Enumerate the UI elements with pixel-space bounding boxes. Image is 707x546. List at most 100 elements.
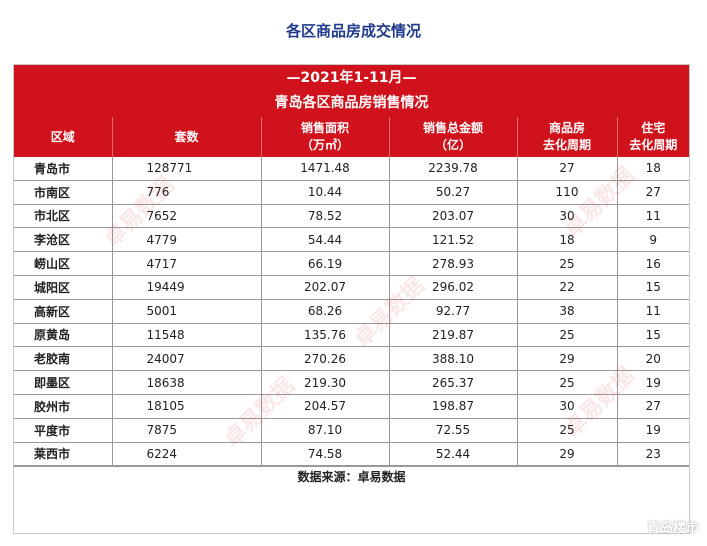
header-residential-cycle: 住宅 去化周期	[616, 117, 689, 157]
cell-sets: 7875	[111, 417, 262, 443]
cell-amount: 72.55	[388, 417, 518, 443]
sales-table-card: —2021年1-11月— 青岛各区商品房销售情况 区域 套数 销售面积 （万㎡） …	[13, 64, 690, 534]
cell-sets: 7652	[111, 203, 262, 229]
cell-sets: 776	[111, 179, 262, 205]
cell-residential-cycle: 11	[616, 298, 689, 324]
cell-commercial-cycle: 25	[516, 417, 618, 443]
header-amount: 销售总金额 （亿）	[388, 117, 517, 157]
cell-region: 高新区	[14, 298, 113, 324]
cell-area: 54.44	[260, 227, 390, 253]
cell-sets: 6224	[111, 441, 262, 467]
cell-area: 10.44	[260, 179, 390, 205]
cell-commercial-cycle: 25	[516, 370, 618, 395]
cell-residential-cycle: 19	[616, 417, 689, 443]
cell-commercial-cycle: 27	[516, 157, 618, 181]
cell-sets: 19449	[111, 274, 262, 300]
header-sets: 套数	[111, 117, 261, 157]
cell-sets: 24007	[111, 346, 262, 372]
cell-amount: 278.93	[388, 251, 518, 276]
cell-region: 市南区	[14, 179, 113, 205]
cell-amount: 2239.78	[388, 157, 518, 181]
cell-residential-cycle: 20	[616, 346, 689, 372]
header-area: 销售面积 （万㎡）	[260, 117, 389, 157]
cell-region: 崂山区	[14, 251, 113, 276]
cell-commercial-cycle: 18	[516, 227, 618, 253]
cell-amount: 219.87	[388, 322, 518, 348]
cell-region: 老胶南	[14, 346, 113, 372]
data-source: 数据来源：卓易数据	[14, 466, 689, 487]
cell-residential-cycle: 19	[616, 370, 689, 395]
cell-residential-cycle: 15	[616, 274, 689, 300]
header-region: 区域	[14, 117, 112, 157]
header-commercial-cycle: 商品房 去化周期	[516, 117, 617, 157]
cell-commercial-cycle: 30	[516, 393, 618, 419]
cell-sets: 4779	[111, 227, 262, 253]
cell-residential-cycle: 15	[616, 322, 689, 348]
header-row: 区域 套数 销售面积 （万㎡） 销售总金额 （亿） 商品房 去化周期 住宅 去化周期	[14, 117, 689, 157]
table-row: 市北区 7652 78.52 203.07 30 11	[14, 203, 689, 229]
cell-commercial-cycle: 22	[516, 274, 618, 300]
cell-amount: 52.44	[388, 441, 518, 467]
cell-commercial-cycle: 29	[516, 346, 618, 372]
cell-sets: 18105	[111, 393, 262, 419]
cell-area: 74.58	[260, 441, 390, 467]
table-row: 原黄岛 11548 135.76 219.87 25 15	[14, 322, 689, 348]
cell-sets: 5001	[111, 298, 262, 324]
table-row: 青岛市 128771 1471.48 2239.78 27 18	[14, 157, 689, 181]
cell-area: 87.10	[260, 417, 390, 443]
cell-area: 68.26	[260, 298, 390, 324]
table-row: 即墨区 18638 219.30 265.37 25 19	[14, 370, 689, 395]
table-row: 市南区 776 10.44 50.27 110 27	[14, 179, 689, 205]
table-row: 李沧区 4779 54.44 121.52 18 9	[14, 227, 689, 253]
cell-residential-cycle: 11	[616, 203, 689, 229]
table-row: 胶州市 18105 204.57 198.87 30 27	[14, 393, 689, 419]
cell-amount: 388.10	[388, 346, 518, 372]
cell-residential-cycle: 16	[616, 251, 689, 276]
corner-badge: 青岛楼市	[646, 521, 699, 536]
cell-area: 270.26	[260, 346, 390, 372]
cell-commercial-cycle: 29	[516, 441, 618, 467]
cell-region: 即墨区	[14, 370, 113, 395]
cell-region: 原黄岛	[14, 322, 113, 348]
cell-area: 1471.48	[260, 157, 390, 181]
page-title: 各区商品房成交情况	[285, 22, 421, 40]
table-row: 老胶南 24007 270.26 388.10 29 20	[14, 346, 689, 372]
cell-amount: 121.52	[388, 227, 518, 253]
table-row: 崂山区 4717 66.19 278.93 25 16	[14, 251, 689, 276]
cell-area: 204.57	[260, 393, 390, 419]
cell-amount: 198.87	[388, 393, 518, 419]
cell-amount: 296.02	[388, 274, 518, 300]
cell-commercial-cycle: 110	[516, 179, 618, 205]
cell-area: 219.30	[260, 370, 390, 395]
cell-region: 李沧区	[14, 227, 113, 253]
cell-residential-cycle: 27	[616, 393, 689, 419]
cell-area: 202.07	[260, 274, 390, 300]
table-row: 莱西市 6224 74.58 52.44 29 23	[14, 441, 689, 467]
cell-sets: 18638	[111, 370, 262, 395]
cell-area: 135.76	[260, 322, 390, 348]
cell-commercial-cycle: 25	[516, 322, 618, 348]
cell-sets: 128771	[111, 157, 262, 181]
table-title: 青岛各区商品房销售情况	[14, 91, 689, 117]
table-row: 城阳区 19449 202.07 296.02 22 15	[14, 274, 689, 300]
cell-area: 66.19	[260, 251, 390, 276]
cell-commercial-cycle: 38	[516, 298, 618, 324]
cell-residential-cycle: 18	[616, 157, 689, 181]
cell-region: 城阳区	[14, 274, 113, 300]
cell-amount: 203.07	[388, 203, 518, 229]
cell-region: 胶州市	[14, 393, 113, 419]
cell-sets: 11548	[111, 322, 262, 348]
sales-table: 区域 套数 销售面积 （万㎡） 销售总金额 （亿） 商品房 去化周期 住宅 去化周期 青…	[14, 117, 689, 467]
cell-amount: 50.27	[388, 179, 518, 205]
cell-residential-cycle: 23	[616, 441, 689, 467]
cell-amount: 265.37	[388, 370, 518, 395]
cell-commercial-cycle: 30	[516, 203, 618, 229]
cell-region: 市北区	[14, 203, 113, 229]
cell-residential-cycle: 27	[616, 179, 689, 205]
table-period: —2021年1-11月—	[14, 65, 689, 91]
cell-commercial-cycle: 25	[516, 251, 618, 276]
cell-area: 78.52	[260, 203, 390, 229]
cell-region: 平度市	[14, 417, 113, 443]
table-row: 高新区 5001 68.26 92.77 38 11	[14, 298, 689, 324]
cell-sets: 4717	[111, 251, 262, 276]
